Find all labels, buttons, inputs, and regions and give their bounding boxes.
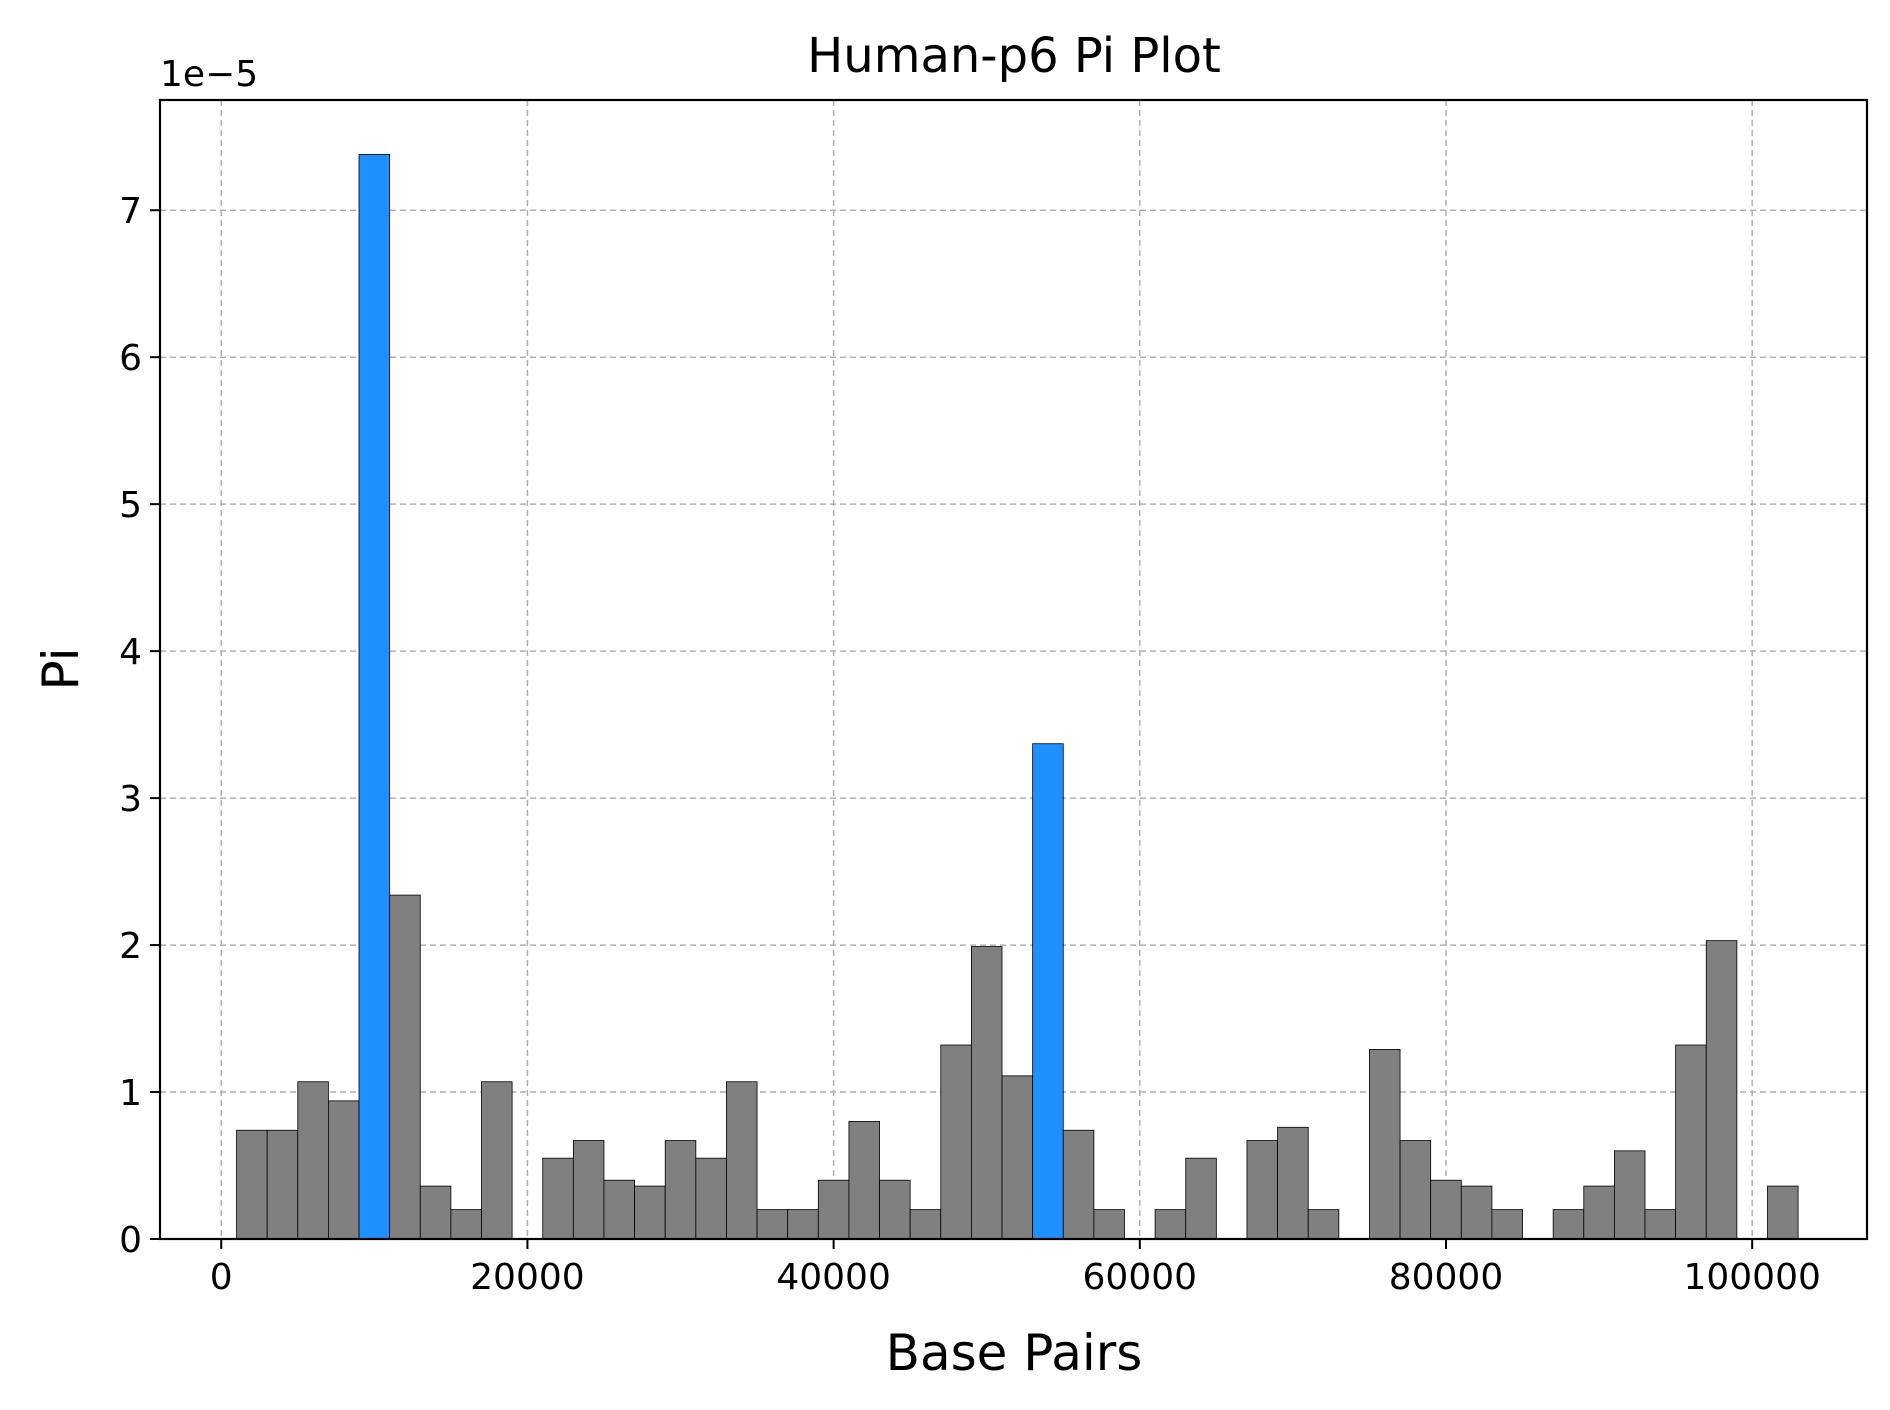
bar	[970, 946, 1003, 1240]
x-axis-label: Base Pairs	[886, 1324, 1143, 1382]
x-tick-label: 20000	[470, 1257, 585, 1298]
x-tick-label: 100000	[1683, 1257, 1820, 1298]
bar	[1154, 1209, 1187, 1240]
bar	[1307, 1209, 1340, 1240]
bar	[1552, 1209, 1585, 1240]
bar	[1583, 1185, 1615, 1240]
bar	[1675, 1044, 1707, 1240]
bar	[695, 1157, 727, 1240]
bar	[817, 1179, 850, 1240]
plot-frame	[158, 98, 1869, 1241]
y-tick-label: 2	[119, 926, 142, 967]
bar	[1369, 1049, 1401, 1240]
bar	[450, 1209, 482, 1240]
y-tick-label: 0	[119, 1220, 142, 1261]
y-tick-label: 1	[119, 1073, 142, 1114]
y-offset-label: 1e−5	[160, 54, 258, 95]
x-tick-label: 80000	[1389, 1257, 1504, 1298]
x-tick-label: 0	[210, 1257, 233, 1298]
bar	[603, 1179, 635, 1240]
bar	[328, 1100, 360, 1240]
bar	[909, 1209, 942, 1240]
bar	[1430, 1179, 1462, 1240]
bar	[787, 1209, 819, 1240]
bar	[266, 1129, 299, 1240]
bar	[940, 1044, 972, 1240]
highlighted-bar	[1032, 743, 1064, 1240]
y-tick-label: 4	[119, 632, 142, 673]
bar	[1001, 1075, 1034, 1240]
highlighted-bar	[358, 153, 391, 1240]
bar	[1767, 1185, 1799, 1240]
bar	[664, 1140, 697, 1240]
bar	[1705, 940, 1738, 1240]
chart-title: Human-p6 Pi Plot	[807, 28, 1221, 84]
x-tick-label: 60000	[1083, 1257, 1198, 1298]
bar	[1644, 1209, 1677, 1240]
y-tick-label: 5	[119, 485, 142, 526]
grid	[160, 100, 1867, 1240]
y-tick-label: 3	[119, 779, 142, 820]
bar	[1399, 1140, 1432, 1240]
bar	[1246, 1140, 1278, 1240]
bar	[634, 1185, 666, 1240]
bar	[756, 1209, 789, 1240]
bar	[726, 1081, 758, 1240]
bar	[1093, 1209, 1125, 1240]
y-axis-label: Pi	[32, 648, 90, 691]
bar	[1185, 1157, 1217, 1240]
bar	[879, 1179, 911, 1240]
bars	[236, 153, 1799, 1240]
bar	[419, 1185, 452, 1240]
y-tick-label: 6	[119, 338, 142, 379]
bar	[848, 1121, 880, 1240]
bar	[1491, 1209, 1523, 1240]
axis-ticks: 0 20000 40000 60000 80000 100000 0 1 2 3 4 5 6 7	[119, 191, 1821, 1298]
bar	[1277, 1126, 1309, 1240]
y-tick-label: 7	[119, 191, 142, 232]
bar	[389, 894, 421, 1240]
x-tick-label: 40000	[776, 1257, 891, 1298]
bar	[1460, 1185, 1493, 1240]
bar	[1613, 1150, 1646, 1240]
bar	[481, 1081, 513, 1240]
bar	[297, 1081, 329, 1240]
bar	[1062, 1129, 1095, 1240]
bar	[236, 1129, 268, 1240]
bar	[572, 1140, 605, 1240]
bar	[542, 1157, 574, 1240]
